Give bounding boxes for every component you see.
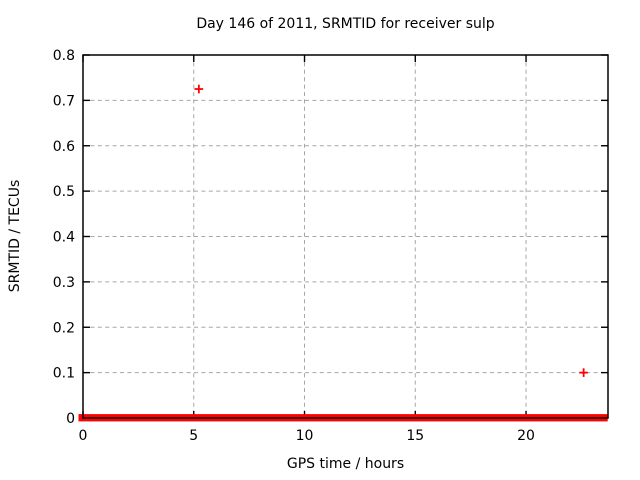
y-tick-label: 0	[66, 411, 75, 427]
x-tick-label: 20	[517, 428, 535, 444]
y-tick-label: 0.2	[53, 320, 75, 336]
chart-title: Day 146 of 2011, SRMTID for receiver sul…	[196, 16, 495, 32]
x-tick-label: 10	[296, 428, 314, 444]
x-tick-label: 5	[189, 428, 198, 444]
y-tick-label: 0.3	[53, 275, 75, 291]
y-tick-label: 0.1	[53, 366, 75, 382]
x-tick-label: 15	[406, 428, 424, 444]
x-axis-label: GPS time / hours	[286, 456, 405, 472]
plot-border	[82, 54, 609, 419]
y-tick-label: 0.7	[53, 93, 75, 109]
y-axis-label: SRMTID / TECUs	[7, 179, 23, 293]
x-tick-label: 0	[79, 428, 88, 444]
y-tick-label: 0.6	[53, 139, 75, 155]
y-tick-label: 0.5	[53, 184, 75, 200]
y-tick-label: 0.4	[53, 230, 75, 246]
y-tick-label: 0.8	[53, 48, 75, 64]
